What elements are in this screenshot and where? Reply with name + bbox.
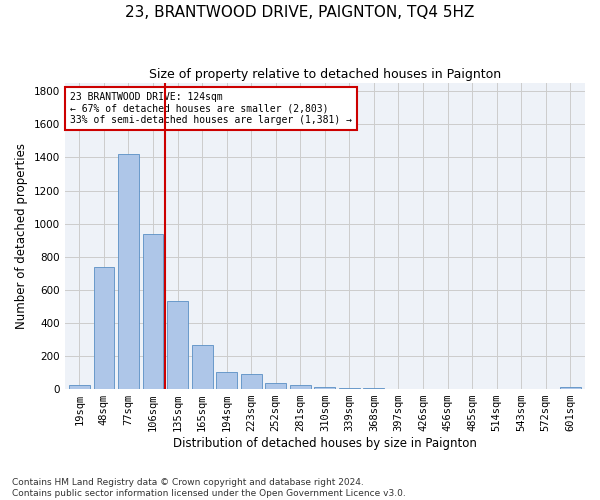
Text: 23 BRANTWOOD DRIVE: 124sqm
← 67% of detached houses are smaller (2,803)
33% of s: 23 BRANTWOOD DRIVE: 124sqm ← 67% of deta… bbox=[70, 92, 352, 126]
Text: Contains HM Land Registry data © Crown copyright and database right 2024.
Contai: Contains HM Land Registry data © Crown c… bbox=[12, 478, 406, 498]
Y-axis label: Number of detached properties: Number of detached properties bbox=[15, 143, 28, 329]
Bar bbox=[314, 386, 335, 389]
Bar bbox=[364, 388, 385, 389]
Bar bbox=[69, 386, 90, 389]
Bar bbox=[167, 300, 188, 389]
Bar bbox=[265, 383, 286, 389]
Title: Size of property relative to detached houses in Paignton: Size of property relative to detached ho… bbox=[149, 68, 501, 80]
Text: 23, BRANTWOOD DRIVE, PAIGNTON, TQ4 5HZ: 23, BRANTWOOD DRIVE, PAIGNTON, TQ4 5HZ bbox=[125, 5, 475, 20]
Bar bbox=[191, 345, 212, 389]
Bar bbox=[94, 266, 115, 389]
Bar bbox=[290, 384, 311, 389]
Bar bbox=[241, 374, 262, 389]
X-axis label: Distribution of detached houses by size in Paignton: Distribution of detached houses by size … bbox=[173, 437, 477, 450]
Bar bbox=[143, 234, 163, 389]
Bar bbox=[560, 387, 581, 389]
Bar bbox=[216, 372, 237, 389]
Bar bbox=[118, 154, 139, 389]
Bar bbox=[339, 388, 360, 389]
